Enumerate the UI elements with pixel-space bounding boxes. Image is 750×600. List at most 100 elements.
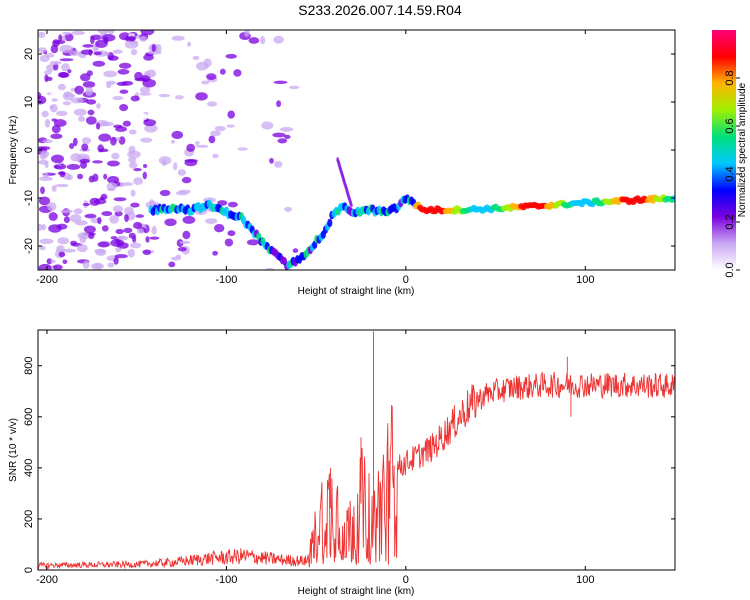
spectrogram-cell bbox=[121, 80, 134, 86]
colorbar-tick-label: 0.6 bbox=[724, 118, 736, 133]
spectrogram-cell bbox=[107, 160, 120, 167]
spectrogram-cell bbox=[207, 101, 218, 107]
spectrogram-cell bbox=[244, 30, 250, 37]
spectrogram-cell bbox=[81, 137, 92, 145]
spectrogram-cell bbox=[277, 138, 288, 144]
spectrogram-cell bbox=[124, 213, 129, 223]
spectrogram-cell bbox=[178, 189, 191, 194]
spectrogram-cell bbox=[142, 171, 147, 180]
spectrogram-cell bbox=[93, 51, 103, 56]
spectrogram-cell bbox=[135, 214, 144, 218]
spectrogram-cell bbox=[86, 99, 97, 105]
spectrogram-cell bbox=[90, 36, 95, 45]
spectrogram-cell bbox=[142, 78, 156, 88]
spectrogram-cell bbox=[171, 256, 181, 261]
spectrogram-cell bbox=[84, 213, 97, 219]
spectrogram-cell bbox=[182, 215, 196, 224]
spectrogram-cell bbox=[201, 80, 210, 85]
spectrogram-cell bbox=[119, 62, 132, 69]
spectrogram-cell bbox=[110, 136, 117, 146]
spectrogram-cell bbox=[101, 211, 113, 217]
spectrogram-cell bbox=[77, 173, 84, 180]
spectrogram-cell bbox=[107, 262, 115, 268]
spectrogram-cell bbox=[128, 129, 137, 135]
spectrogram-cell bbox=[111, 152, 120, 160]
spectrogram-cell bbox=[217, 200, 228, 206]
spectrogram-cell bbox=[39, 245, 46, 251]
spectrogram-cell bbox=[69, 50, 82, 56]
spectrogram-cell bbox=[177, 247, 187, 252]
spectrogram-cell bbox=[87, 109, 95, 116]
spectrogram-cell bbox=[248, 37, 260, 44]
spectrogram-cell bbox=[151, 44, 156, 52]
spectrogram-cell bbox=[58, 83, 66, 91]
spectrogram-xtick-label: -100 bbox=[215, 274, 237, 286]
spectrogram-cell bbox=[101, 225, 109, 232]
spectrogram-cell bbox=[38, 31, 46, 38]
spectrogram-cell bbox=[83, 225, 96, 234]
spectrogram-cell bbox=[143, 164, 148, 168]
spectrogram-cell bbox=[38, 223, 43, 231]
spectrogram-cell bbox=[187, 41, 192, 47]
spectrogram-cell bbox=[132, 235, 137, 243]
colorbar-bar bbox=[712, 30, 736, 270]
spectrogram-cell bbox=[284, 134, 291, 139]
spectrogram-cell bbox=[276, 100, 282, 108]
spectrogram-cell bbox=[168, 261, 176, 268]
colorbar-label: Normalized spectral amplitude bbox=[737, 82, 748, 217]
spectrogram-cell bbox=[144, 124, 158, 133]
spectrogram-cell bbox=[195, 144, 209, 148]
spectrogram-cell bbox=[115, 228, 124, 235]
spectrogram-cell bbox=[58, 251, 66, 258]
spectrogram-ytick-label: 10 bbox=[23, 96, 35, 108]
spectrogram-ytick-label: 20 bbox=[23, 48, 35, 60]
snr-xtick-label: -100 bbox=[215, 574, 237, 586]
snr-xtick-label: 0 bbox=[403, 574, 409, 586]
spectrogram-cell bbox=[192, 55, 200, 61]
spectrogram-cell bbox=[51, 124, 61, 134]
spectrogram-cell bbox=[115, 126, 127, 132]
spectrogram-cell bbox=[97, 241, 110, 248]
spectrogram-cell bbox=[123, 227, 133, 234]
spectrogram-cell bbox=[57, 71, 69, 78]
spectrogram-cell bbox=[96, 122, 101, 130]
spectrogram-cell bbox=[92, 173, 99, 182]
spectrogram-cell bbox=[184, 159, 198, 167]
spectrogram-cell bbox=[49, 60, 62, 65]
spectrogram-cell bbox=[155, 44, 162, 53]
spectrogram-cell bbox=[39, 176, 53, 181]
spectrogram-cell bbox=[71, 30, 85, 36]
spectrogram-ytick-label: 0 bbox=[23, 147, 35, 153]
spectrogram-cell bbox=[109, 215, 119, 224]
spectrogram-cell bbox=[212, 153, 219, 159]
spectrogram-cell bbox=[113, 197, 127, 202]
spectrogram-cell bbox=[113, 257, 119, 265]
spectrogram-cell bbox=[121, 182, 134, 186]
spectrogram-cell bbox=[203, 58, 212, 68]
spectrogram-cell bbox=[38, 47, 47, 53]
spectrogram-cell bbox=[133, 168, 142, 172]
spectrogram-cell bbox=[112, 96, 124, 101]
spectrogram-cell bbox=[63, 216, 70, 224]
spectrogram-cell bbox=[148, 50, 162, 55]
spectrogram-cell bbox=[107, 55, 119, 61]
spectrogram-cell bbox=[56, 110, 68, 116]
spectrogram-cell bbox=[39, 146, 51, 151]
spectrogram-cell bbox=[133, 221, 143, 230]
spectrogram-cell bbox=[40, 186, 45, 195]
spectrogram-cell bbox=[129, 242, 142, 249]
spectrogram-cell bbox=[210, 130, 221, 137]
spectrogram-cell bbox=[273, 35, 284, 44]
spectrogram-xtick-label: 0 bbox=[403, 274, 409, 286]
spectrogram-cell bbox=[219, 68, 226, 75]
spectrogram-cell bbox=[124, 206, 134, 215]
spectrogram-cell bbox=[100, 107, 107, 113]
spectrogram-cell bbox=[117, 235, 129, 241]
spectrogram-cell bbox=[38, 92, 42, 100]
spectrogram-cell bbox=[51, 154, 64, 164]
spectrogram-cell bbox=[44, 161, 49, 169]
colorbar-ticks: 0.0 0.2 0.4 0.6 0.8 bbox=[724, 70, 740, 278]
spectrogram-cell bbox=[112, 205, 124, 213]
spectrogram-cell bbox=[182, 230, 191, 240]
